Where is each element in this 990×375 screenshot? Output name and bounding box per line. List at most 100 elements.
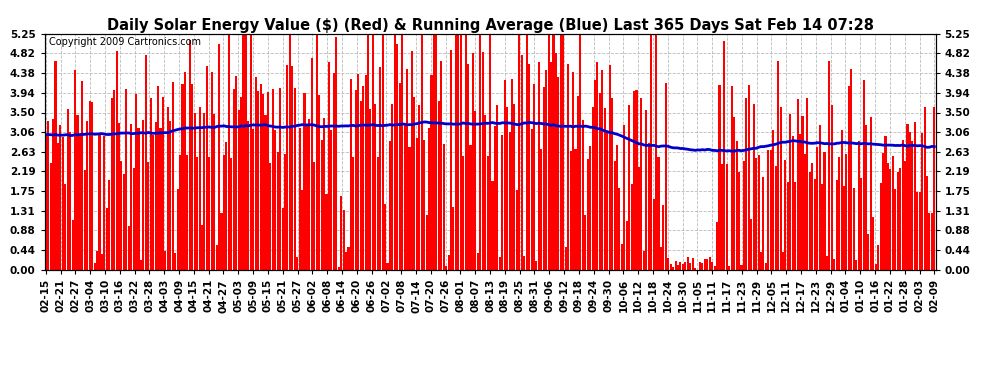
Bar xyxy=(709,257,711,270)
Bar xyxy=(855,260,857,270)
Bar xyxy=(181,84,183,270)
Bar xyxy=(249,34,251,270)
Bar xyxy=(782,252,784,270)
Text: Copyright 2009 Cartronics.com: Copyright 2009 Cartronics.com xyxy=(49,37,201,47)
Bar xyxy=(477,253,479,270)
Bar xyxy=(721,164,723,270)
Bar xyxy=(401,34,403,270)
Bar xyxy=(133,168,135,270)
Bar xyxy=(323,118,325,270)
Bar xyxy=(699,262,701,270)
Bar xyxy=(826,256,828,270)
Bar xyxy=(189,40,191,270)
Bar xyxy=(655,34,657,270)
Bar xyxy=(862,80,864,270)
Bar xyxy=(313,162,316,270)
Bar xyxy=(811,163,814,270)
Bar xyxy=(336,36,338,270)
Bar xyxy=(557,76,559,270)
Bar xyxy=(472,53,474,270)
Bar xyxy=(545,70,547,270)
Bar xyxy=(802,116,804,270)
Bar xyxy=(841,130,842,270)
Bar xyxy=(118,123,120,270)
Bar xyxy=(636,90,638,270)
Bar xyxy=(349,79,352,270)
Bar xyxy=(789,114,791,270)
Bar xyxy=(689,262,691,270)
Bar xyxy=(704,260,706,270)
Bar xyxy=(76,116,78,270)
Bar xyxy=(526,34,528,270)
Bar xyxy=(736,141,738,270)
Bar xyxy=(238,110,240,270)
Bar xyxy=(641,98,643,270)
Bar xyxy=(506,107,508,270)
Bar xyxy=(584,215,586,270)
Bar xyxy=(269,163,271,270)
Bar xyxy=(652,200,654,270)
Bar xyxy=(582,120,584,270)
Bar xyxy=(467,64,469,270)
Bar xyxy=(547,34,549,270)
Bar xyxy=(677,265,679,270)
Bar xyxy=(409,147,411,270)
Bar xyxy=(694,268,696,270)
Bar xyxy=(286,65,288,270)
Bar xyxy=(514,104,516,270)
Bar xyxy=(441,61,443,270)
Bar xyxy=(308,119,311,270)
Bar xyxy=(834,260,836,270)
Bar xyxy=(647,142,649,270)
Bar xyxy=(594,80,596,270)
Bar xyxy=(233,89,235,270)
Bar xyxy=(633,91,636,270)
Bar xyxy=(338,267,340,270)
Bar xyxy=(264,115,266,270)
Bar xyxy=(536,261,538,270)
Bar xyxy=(93,263,96,270)
Bar xyxy=(414,97,416,270)
Bar xyxy=(128,226,130,270)
Bar xyxy=(645,110,647,270)
Bar xyxy=(504,80,506,270)
Bar xyxy=(438,100,440,270)
Bar xyxy=(909,132,911,270)
Bar xyxy=(687,257,689,270)
Bar xyxy=(213,114,215,270)
Bar xyxy=(845,154,847,270)
Bar xyxy=(364,75,366,270)
Bar xyxy=(924,107,926,270)
Bar xyxy=(669,264,672,270)
Bar xyxy=(784,160,786,270)
Bar xyxy=(592,107,594,270)
Bar xyxy=(491,182,494,270)
Bar xyxy=(164,251,166,270)
Bar xyxy=(257,91,259,270)
Bar xyxy=(509,132,511,270)
Bar xyxy=(138,128,140,270)
Bar xyxy=(787,182,789,270)
Bar xyxy=(169,121,171,270)
Bar xyxy=(638,167,640,270)
Bar xyxy=(103,136,105,270)
Bar xyxy=(499,257,501,270)
Bar xyxy=(211,72,213,270)
Bar xyxy=(679,262,681,270)
Bar xyxy=(196,157,198,270)
Bar xyxy=(747,85,749,270)
Bar xyxy=(879,183,882,270)
Bar xyxy=(418,105,421,270)
Bar xyxy=(719,85,721,270)
Bar xyxy=(345,252,347,270)
Bar xyxy=(589,146,591,270)
Bar xyxy=(367,34,369,270)
Bar xyxy=(629,105,631,270)
Bar xyxy=(474,111,476,270)
Bar xyxy=(626,220,628,270)
Bar xyxy=(223,155,225,270)
Bar xyxy=(604,108,606,270)
Bar xyxy=(199,107,201,270)
Bar xyxy=(734,117,736,270)
Bar xyxy=(657,157,659,270)
